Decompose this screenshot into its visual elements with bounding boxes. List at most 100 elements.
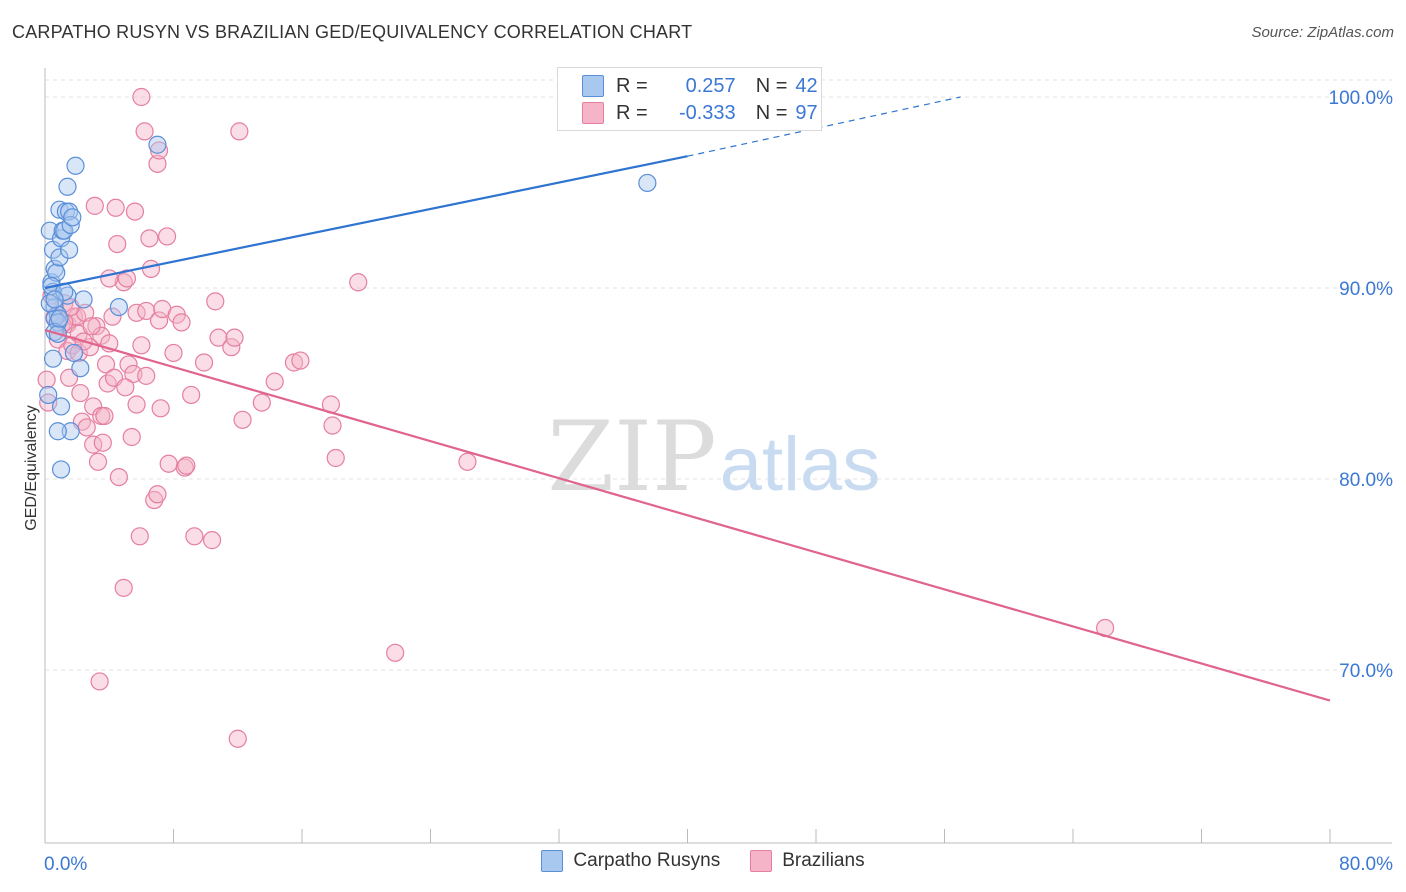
data-point [93,433,112,452]
legend-item-carpatho-rusyns[interactable]: Carpatho Rusyns [541,850,720,872]
data-point [47,263,66,282]
r-value: -0.333 [678,101,736,124]
data-point [64,343,84,363]
data-point [141,259,161,278]
legend-label: Carpatho Rusyns [573,850,721,871]
data-point [284,353,304,372]
data-point [349,273,368,292]
data-point [137,366,156,385]
data-point [291,351,310,370]
y-tick-label: 70.0% [1339,661,1393,682]
r-label: R = [616,101,648,124]
correlation-legend: R = 0.257 N = 42 R = -0.333 N = 97 [557,67,822,131]
legend-row-carpatho: R = 0.257 N = 42 [582,73,818,99]
y-axis-label: GED/Equivalency [23,405,40,530]
data-point [77,418,96,437]
data-point [58,341,77,361]
data-point [51,460,71,479]
data-point [95,406,114,426]
data-point [132,87,151,107]
n-label: N = [755,74,788,97]
data-point [61,422,80,441]
data-point [228,729,247,748]
r-value: 0.257 [685,74,736,97]
brazilians-points [37,87,1115,748]
data-point [265,372,284,391]
data-point [323,416,342,435]
trend-lines [44,96,1331,702]
y-tick-label: 80.0% [1339,470,1393,491]
data-point [458,452,477,471]
legend-item-brazilians[interactable]: Brazilians [750,850,865,872]
data-point [148,154,167,173]
y-tick-label: 100.0% [1329,88,1394,109]
data-point [48,422,67,441]
x-tick-label: 80.0% [1339,854,1393,875]
data-point [45,290,64,309]
r-label: R = [616,74,648,97]
data-point [148,135,167,154]
blue-swatch-icon [541,850,564,872]
data-point [74,290,93,309]
data-point [59,202,79,221]
n-value: 42 [795,74,818,97]
data-point [122,427,141,447]
data-point [109,467,128,487]
tick-labels: 70.0% 80.0% 90.0% 100.0% 0.0% 80.0% [44,88,1393,875]
data-point [230,122,249,141]
data-point [87,317,106,336]
carpatho-trend-line [44,155,688,290]
y-tick-label: 90.0% [1339,279,1393,300]
data-point [59,240,79,259]
data-point [50,309,69,328]
source-credit: Source: ZipAtlas.com [1251,24,1394,41]
chart-title: CARPATHO RUSYN VS BRAZILIAN GED/EQUIVALE… [12,22,693,42]
data-point [386,643,405,662]
data-point [252,393,271,412]
series-legend: Carpatho Rusyns Brazilians [0,850,1406,872]
data-point [39,385,58,405]
data-point [90,672,109,691]
data-point [127,395,146,414]
carpatho-trend-extension [687,96,961,157]
x-tick-label: 0.0% [44,854,87,875]
data-point [185,527,204,546]
data-point [71,383,90,403]
data-point [96,355,116,374]
data-point [159,454,178,473]
data-point [157,227,177,246]
data-point [114,578,133,597]
data-point [103,307,122,326]
data-point [88,452,108,471]
data-point [63,208,82,227]
data-point [140,229,159,248]
data-point [194,353,214,372]
data-point [119,355,138,374]
data-point [182,385,201,405]
data-point [71,359,90,378]
data-point [135,122,154,141]
data-point [225,328,244,347]
data-point [82,317,101,336]
data-point [209,328,228,347]
data-point [125,202,145,221]
data-point [149,311,169,330]
data-point [58,177,77,196]
data-point [145,490,164,510]
gridlines [45,79,1392,671]
data-point [151,399,170,418]
data-point [43,349,63,368]
carpatho-rusyns-points [39,135,657,479]
legend-label: Brazilians [782,850,865,871]
watermark-zip: ZIP [547,401,716,513]
data-point [177,456,196,475]
data-point [222,338,241,357]
data-point [148,485,167,504]
data-point [130,527,149,546]
legend-row-brazilians: R = -0.333 N = 97 [582,100,818,126]
data-point [106,198,125,217]
data-point [51,397,71,416]
data-point [61,215,80,235]
data-point [137,301,156,321]
